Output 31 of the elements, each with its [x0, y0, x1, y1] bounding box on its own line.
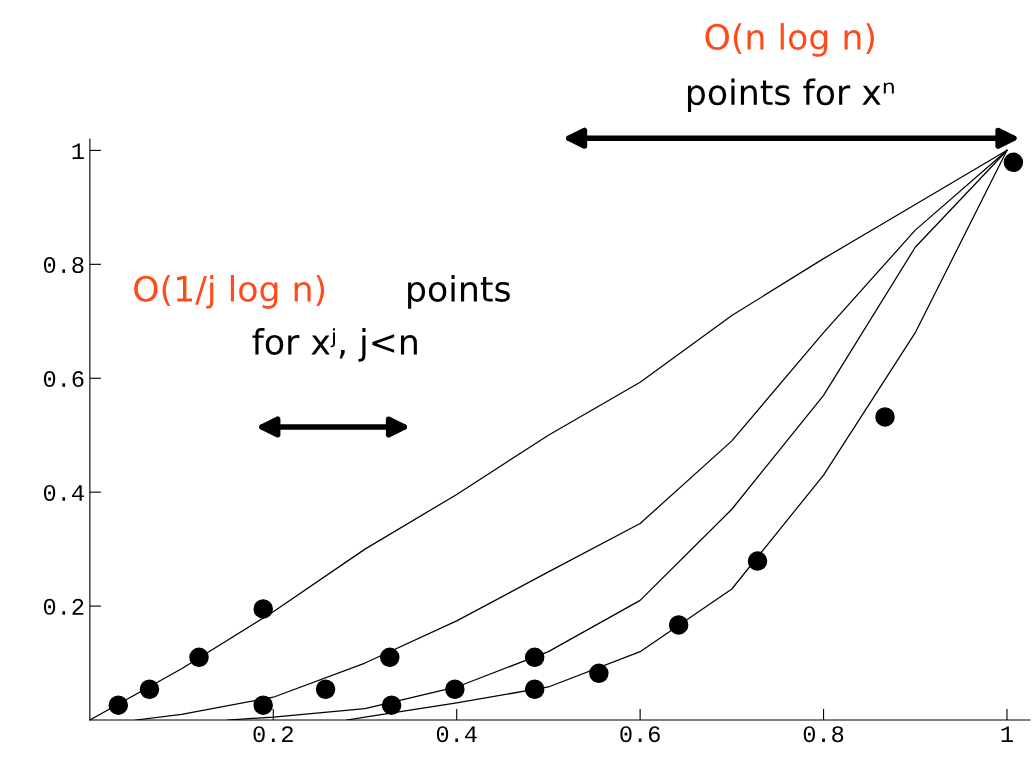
x-tick-label: 1 [1001, 726, 1013, 742]
point [253, 695, 273, 715]
annotation: points [408, 275, 510, 309]
point [380, 647, 400, 668]
point [315, 679, 336, 699]
y-tick-label: 1 [72, 143, 84, 159]
point [589, 663, 609, 684]
point [747, 551, 768, 571]
point [253, 599, 273, 619]
y-tick-label: 0.4 [43, 484, 84, 501]
point [189, 647, 209, 668]
point [381, 695, 402, 715]
point [139, 679, 160, 699]
y-tick-label: 0.2 [43, 598, 84, 615]
point [108, 695, 129, 715]
point [668, 615, 689, 635]
point [1003, 152, 1024, 173]
point [445, 679, 465, 699]
point [875, 407, 895, 427]
x-tick-label: 0.4 [436, 726, 477, 743]
annotation: O(1/j log n) [134, 275, 325, 309]
annotation: for xʲ, j<n [252, 328, 417, 362]
y-tick-label: 0.8 [43, 257, 84, 274]
point [524, 647, 545, 668]
x-tick-label: 0.2 [253, 726, 293, 743]
y-tick-label: 0.6 [43, 371, 84, 388]
point [524, 679, 545, 699]
x-tick-label: 0.6 [620, 726, 660, 743]
text: O(n log n) [705, 23, 874, 57]
text: points for xⁿ [687, 78, 894, 113]
x-tick-label: 0.8 [803, 726, 844, 743]
